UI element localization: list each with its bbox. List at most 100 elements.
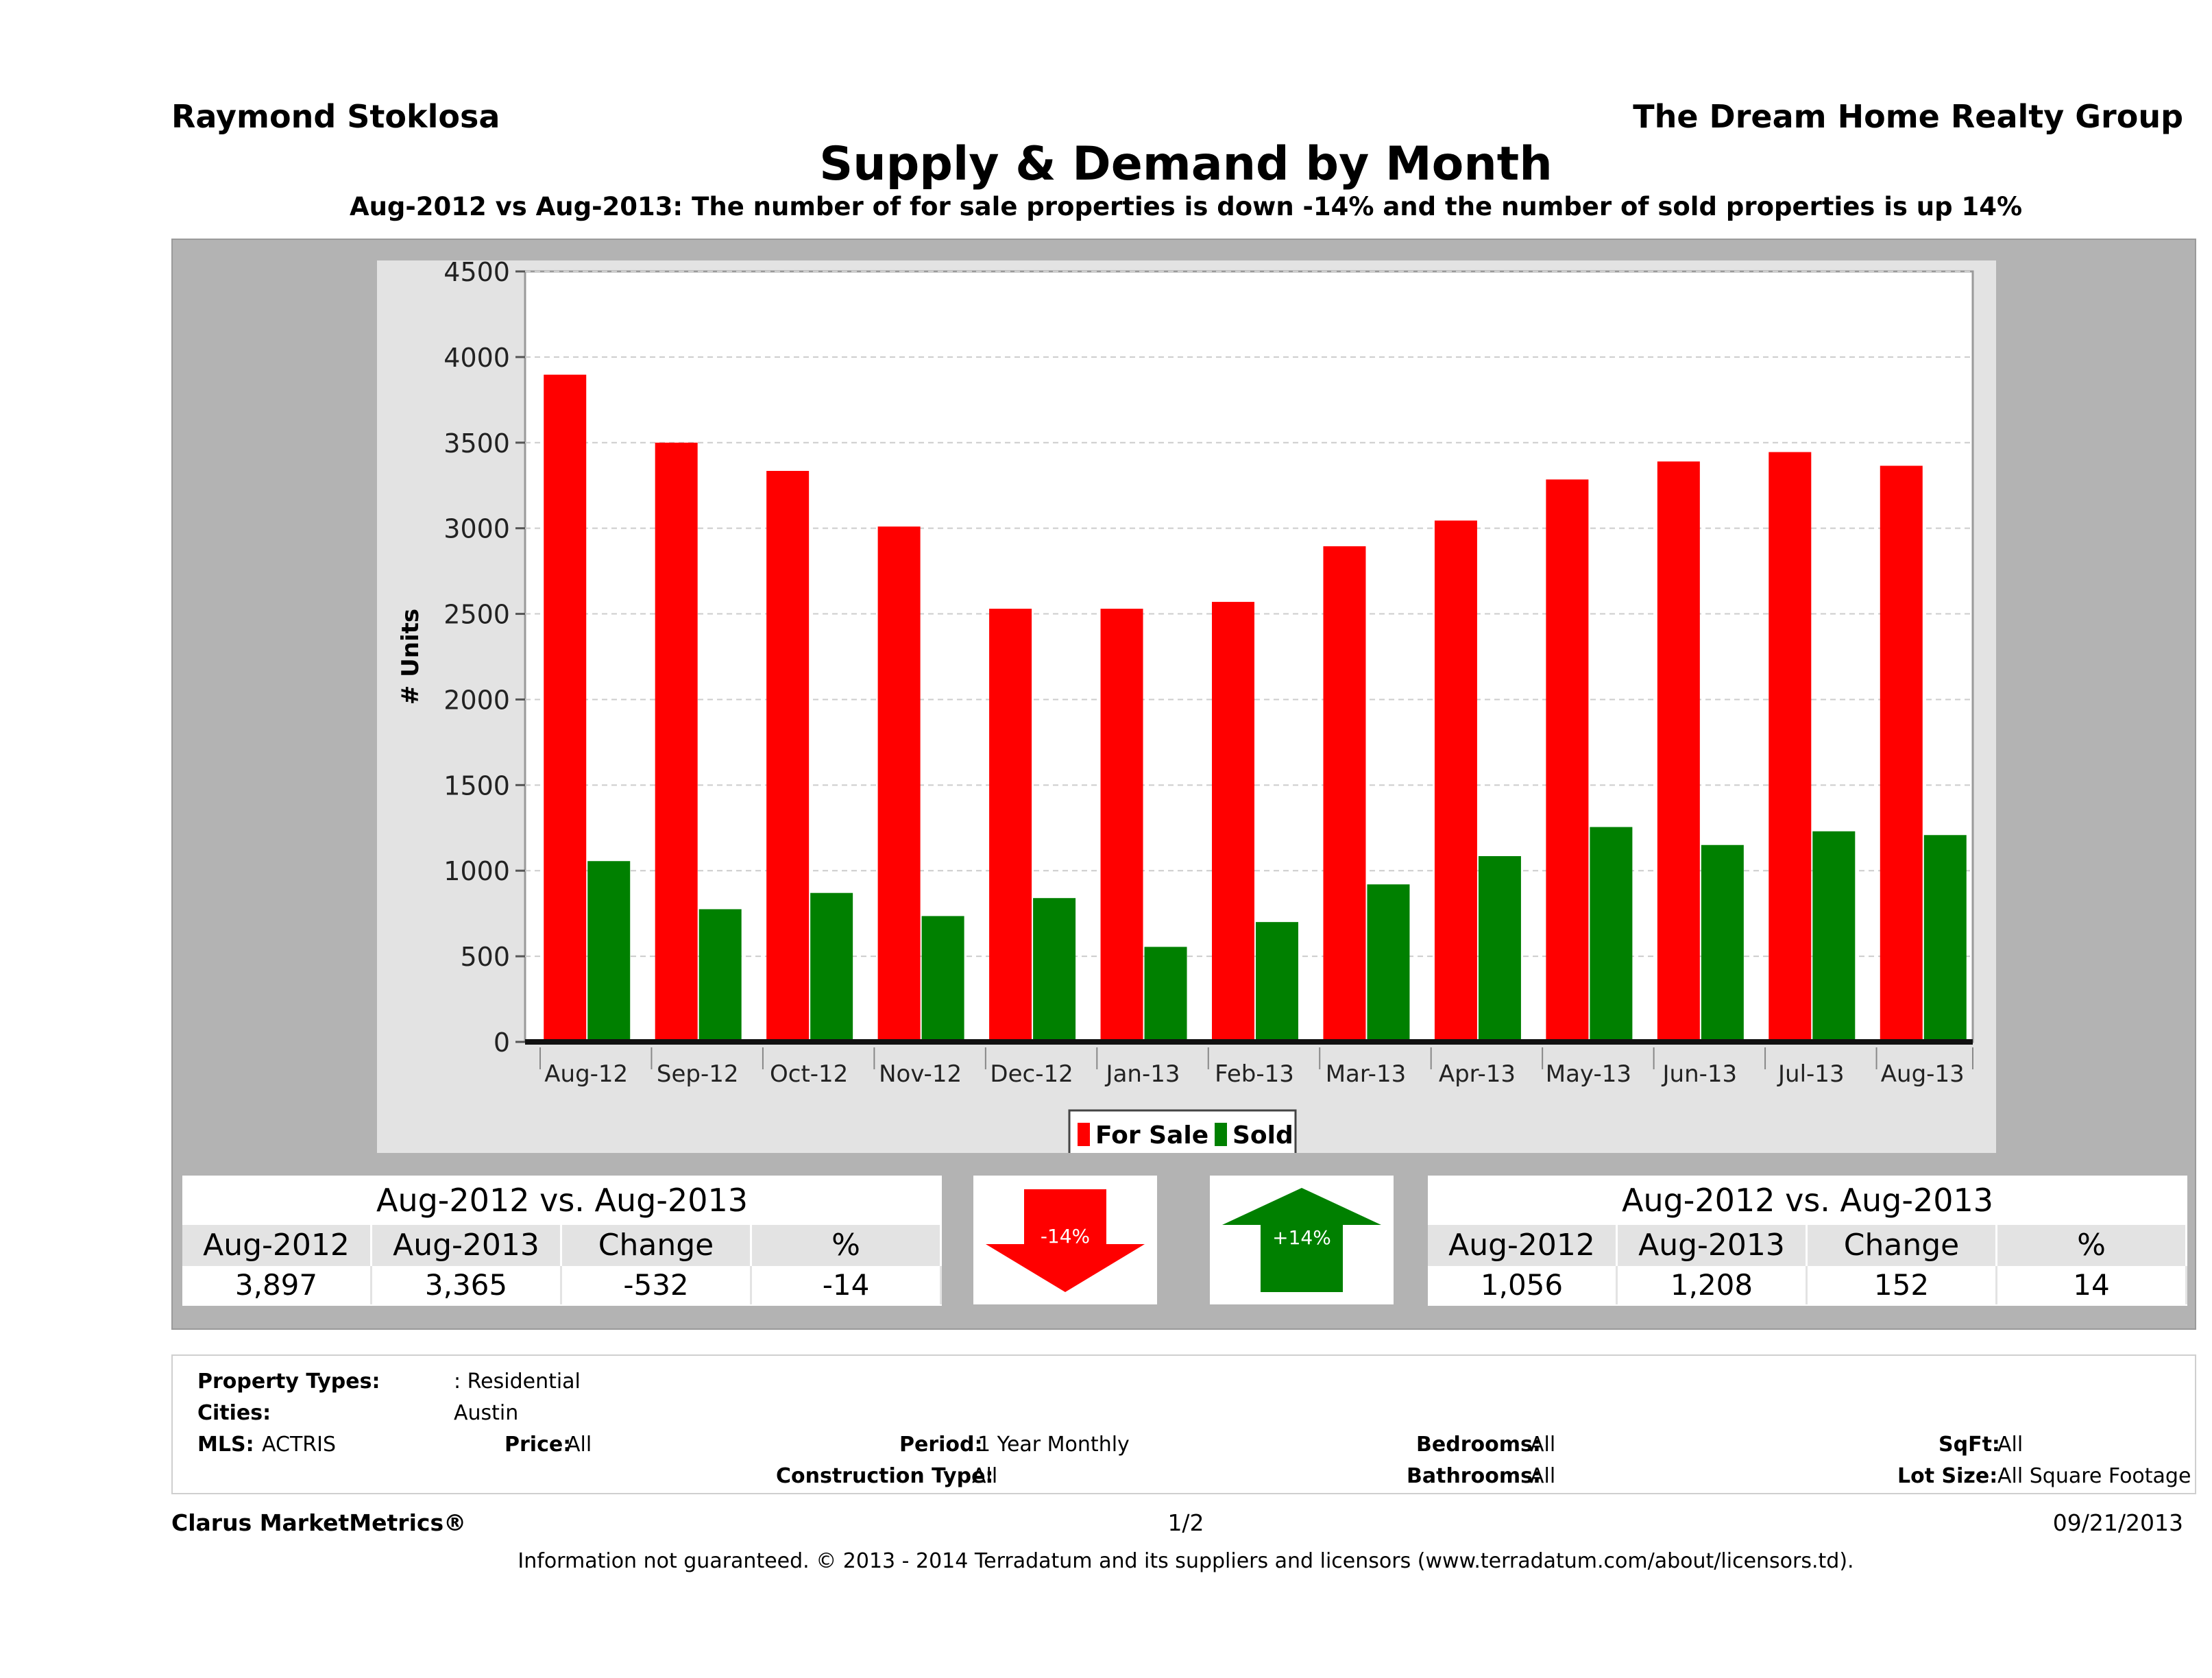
stats-value: 14 xyxy=(1997,1266,2187,1304)
price-value: All xyxy=(566,1433,592,1457)
period-label: Period: xyxy=(899,1433,983,1457)
for-sale-stats-heading: Aug-2012 vs. Aug-2013 xyxy=(376,1182,749,1219)
down-arrow-box: -14% xyxy=(973,1176,1157,1304)
disclaimer: Information not guaranteed. © 2013 - 201… xyxy=(518,1549,1854,1573)
x-tick-label: Jun-13 xyxy=(1662,1060,1738,1088)
legend-box xyxy=(1068,1109,1297,1153)
bar-for-sale xyxy=(1212,602,1254,1042)
property-types-label: Property Types: xyxy=(197,1370,380,1394)
stats-col-header: Aug-2013 xyxy=(1618,1225,1808,1266)
lot-size-value: All Square Footage xyxy=(1997,1464,2191,1488)
bar-for-sale xyxy=(1880,465,1923,1042)
bar-for-sale xyxy=(544,374,587,1042)
down-arrow-icon: -14% xyxy=(986,1189,1145,1292)
y-tick-label: 1000 xyxy=(443,856,510,886)
page-number: 1/2 xyxy=(1167,1509,1204,1536)
bathrooms-value: All xyxy=(1530,1464,1556,1488)
construction-type-label: Construction Type: xyxy=(776,1464,994,1488)
for-sale-stats-table: Aug-2012 vs. Aug-2013 Aug-2012 Aug-2013 … xyxy=(182,1176,942,1306)
stats-value: 1,056 xyxy=(1428,1266,1618,1304)
stats-value: 3,365 xyxy=(372,1266,562,1304)
bar-for-sale xyxy=(989,609,1032,1042)
bedrooms-value: All xyxy=(1530,1433,1556,1457)
bar-sold xyxy=(921,916,964,1042)
stats-col-header: Aug-2013 xyxy=(372,1225,562,1266)
bar-for-sale xyxy=(655,442,698,1042)
x-tick-label: Jan-13 xyxy=(1105,1060,1180,1088)
search-criteria: Property Types: : Residential Cities: Au… xyxy=(171,1354,2196,1494)
up-arrow-label: +14% xyxy=(1272,1226,1331,1249)
cities-value: Austin xyxy=(454,1401,519,1425)
stats-col-header: Change xyxy=(1808,1225,1997,1266)
bar-for-sale xyxy=(1323,546,1366,1042)
bar-sold xyxy=(1367,884,1410,1042)
stats-value: -14 xyxy=(752,1266,942,1304)
bar-for-sale xyxy=(1657,461,1700,1042)
property-types-value: : Residential xyxy=(454,1370,581,1394)
bar-for-sale xyxy=(1769,452,1812,1042)
y-tick-label: 500 xyxy=(460,942,510,972)
bar-sold xyxy=(1033,898,1076,1042)
y-tick-label: 2000 xyxy=(443,685,510,715)
report-subtitle: Aug-2012 vs Aug-2013: The number of for … xyxy=(349,192,2023,221)
stats-value: 152 xyxy=(1808,1266,1997,1304)
sold-stats-columns: Aug-2012 Aug-2013 Change % 1,056 1,208 1… xyxy=(1428,1225,2187,1304)
x-tick-label: Oct-12 xyxy=(770,1060,848,1088)
x-tick-label: Feb-13 xyxy=(1215,1060,1294,1088)
for-sale-stats-columns: Aug-2012 Aug-2013 Change % 3,897 3,365 -… xyxy=(182,1225,942,1304)
x-tick-label: Dec-12 xyxy=(990,1060,1073,1088)
y-tick-label: 4500 xyxy=(443,260,510,287)
bathrooms-label: Bathrooms: xyxy=(1407,1464,1541,1488)
y-tick-label: 1500 xyxy=(443,770,510,801)
agent-name: Raymond Stoklosa xyxy=(171,98,500,135)
x-tick-label: Mar-13 xyxy=(1326,1060,1407,1088)
bar-for-sale xyxy=(766,470,810,1042)
bar-for-sale xyxy=(1546,479,1589,1042)
sold-stats-table: Aug-2012 vs. Aug-2013 Aug-2012 Aug-2013 … xyxy=(1428,1176,2187,1306)
bar-sold xyxy=(1812,831,1856,1042)
bar-sold xyxy=(1144,947,1187,1042)
stats-col-header: % xyxy=(1997,1225,2187,1266)
y-tick-label: 4000 xyxy=(443,343,510,373)
y-tick-label: 2500 xyxy=(443,600,510,630)
bedrooms-label: Bedrooms: xyxy=(1416,1433,1541,1457)
legend-label: For Sale xyxy=(1095,1121,1208,1150)
y-tick-label: 0 xyxy=(494,1028,510,1058)
bar-for-sale xyxy=(1434,520,1477,1042)
period-value: 1 Year Monthly xyxy=(977,1433,1130,1457)
stats-col-header: % xyxy=(752,1225,942,1266)
stats-col-header: Aug-2012 xyxy=(1428,1225,1618,1266)
bar-sold xyxy=(1256,922,1298,1042)
x-tick-label: Apr-13 xyxy=(1439,1060,1516,1088)
legend-swatch xyxy=(1078,1123,1090,1146)
bar-sold xyxy=(1590,827,1633,1042)
legend-swatch xyxy=(1215,1123,1227,1146)
y-tick-label: 3500 xyxy=(443,428,510,459)
construction-type-value: All xyxy=(972,1464,998,1488)
stats-value: 3,897 xyxy=(182,1266,372,1304)
bar-for-sale xyxy=(877,526,921,1042)
x-tick-label: Aug-12 xyxy=(544,1060,628,1088)
y-tick-label: 3000 xyxy=(443,514,510,544)
x-tick-label: Aug-13 xyxy=(1881,1060,1965,1088)
bar-sold xyxy=(1923,835,1967,1042)
down-arrow-label: -14% xyxy=(1041,1225,1090,1248)
x-tick-label: Jul-13 xyxy=(1777,1060,1845,1088)
up-arrow-box: +14% xyxy=(1210,1176,1394,1304)
up-arrow-icon: +14% xyxy=(1222,1188,1381,1292)
stats-value: -532 xyxy=(562,1266,752,1304)
stats-col-header: Change xyxy=(562,1225,752,1266)
x-tick-label: Nov-12 xyxy=(879,1060,962,1088)
report-title: Supply & Demand by Month xyxy=(819,137,1553,191)
footer-brand: Clarus MarketMetrics® xyxy=(171,1509,467,1536)
y-axis-label: # Units xyxy=(397,609,424,705)
stats-value: 1,208 xyxy=(1618,1266,1808,1304)
sqft-label: SqFt: xyxy=(1938,1433,2000,1457)
stats-col-header: Aug-2012 xyxy=(182,1225,372,1266)
bar-sold xyxy=(1701,844,1744,1042)
bar-sold xyxy=(587,861,631,1042)
report-date: 09/21/2013 xyxy=(2052,1509,2183,1536)
bar-for-sale xyxy=(1100,609,1143,1042)
lot-size-label: Lot Size: xyxy=(1897,1464,1998,1488)
mls-value: ACTRIS xyxy=(262,1433,337,1457)
